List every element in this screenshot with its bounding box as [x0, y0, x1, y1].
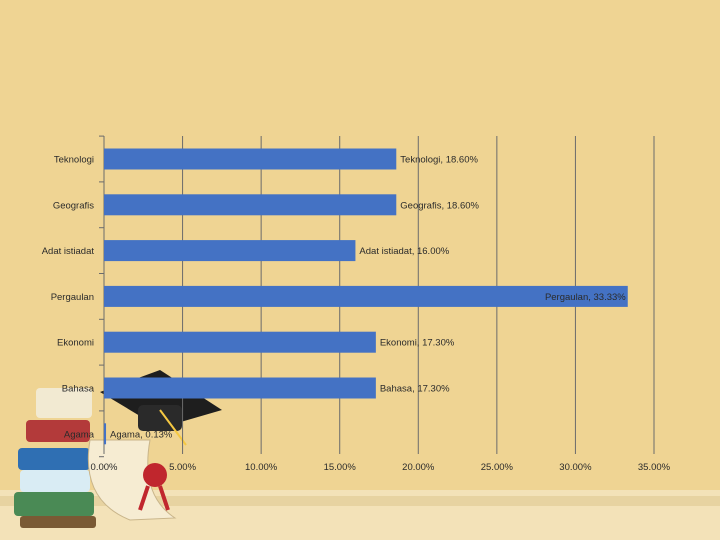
bars — [104, 148, 628, 445]
data-labels: Teknologi, 18.60% Geografis, 18.60% Adat i… — [110, 155, 626, 441]
data-label: Ekonomi, 17.30% — [380, 338, 455, 349]
x-tick-label: 10.00% — [245, 462, 278, 473]
data-label: Pergaulan, 33.33% — [545, 292, 626, 303]
data-label: Teknologi, 18.60% — [400, 155, 478, 166]
axes — [99, 135, 105, 458]
x-tick-labels: 0.00% 5.00% 10.00% 15.00% 20.00% 25.00% 30.00%… — [91, 462, 671, 473]
category-label: Geografis — [53, 200, 94, 211]
bar — [104, 423, 107, 445]
x-tick-label: 15.00% — [324, 462, 357, 473]
category-label: Ekonomi — [57, 338, 94, 349]
category-label: Adat istiadat — [42, 246, 95, 257]
x-tick-label: 25.00% — [481, 462, 514, 473]
data-label: Geografis, 18.60% — [400, 200, 479, 211]
data-label: Bahasa, 17.30% — [380, 384, 450, 395]
category-label: Bahasa — [62, 384, 95, 395]
x-tick-label: 35.00% — [638, 462, 671, 473]
bar — [104, 285, 628, 307]
bar — [104, 194, 397, 216]
books-icon — [14, 388, 96, 528]
bar — [104, 240, 356, 262]
category-label: Agama — [64, 429, 95, 440]
diploma-icon — [87, 439, 177, 521]
x-tick-label: 30.00% — [559, 462, 592, 473]
x-tick-label: 20.00% — [402, 462, 435, 473]
category-labels: Teknologi Geografis Adat istiadat Pergaulan… — [42, 155, 95, 441]
bar — [104, 331, 376, 353]
data-label: Adat istiadat, 16.00% — [359, 246, 449, 257]
bar — [104, 148, 397, 170]
x-tick-label: 5.00% — [169, 462, 196, 473]
x-tick-label: 0.00% — [91, 462, 118, 473]
category-label: Pergaulan — [51, 292, 94, 303]
category-label: Teknologi — [54, 155, 94, 166]
data-label: Agama, 0.13% — [110, 429, 173, 440]
bar — [104, 377, 376, 399]
